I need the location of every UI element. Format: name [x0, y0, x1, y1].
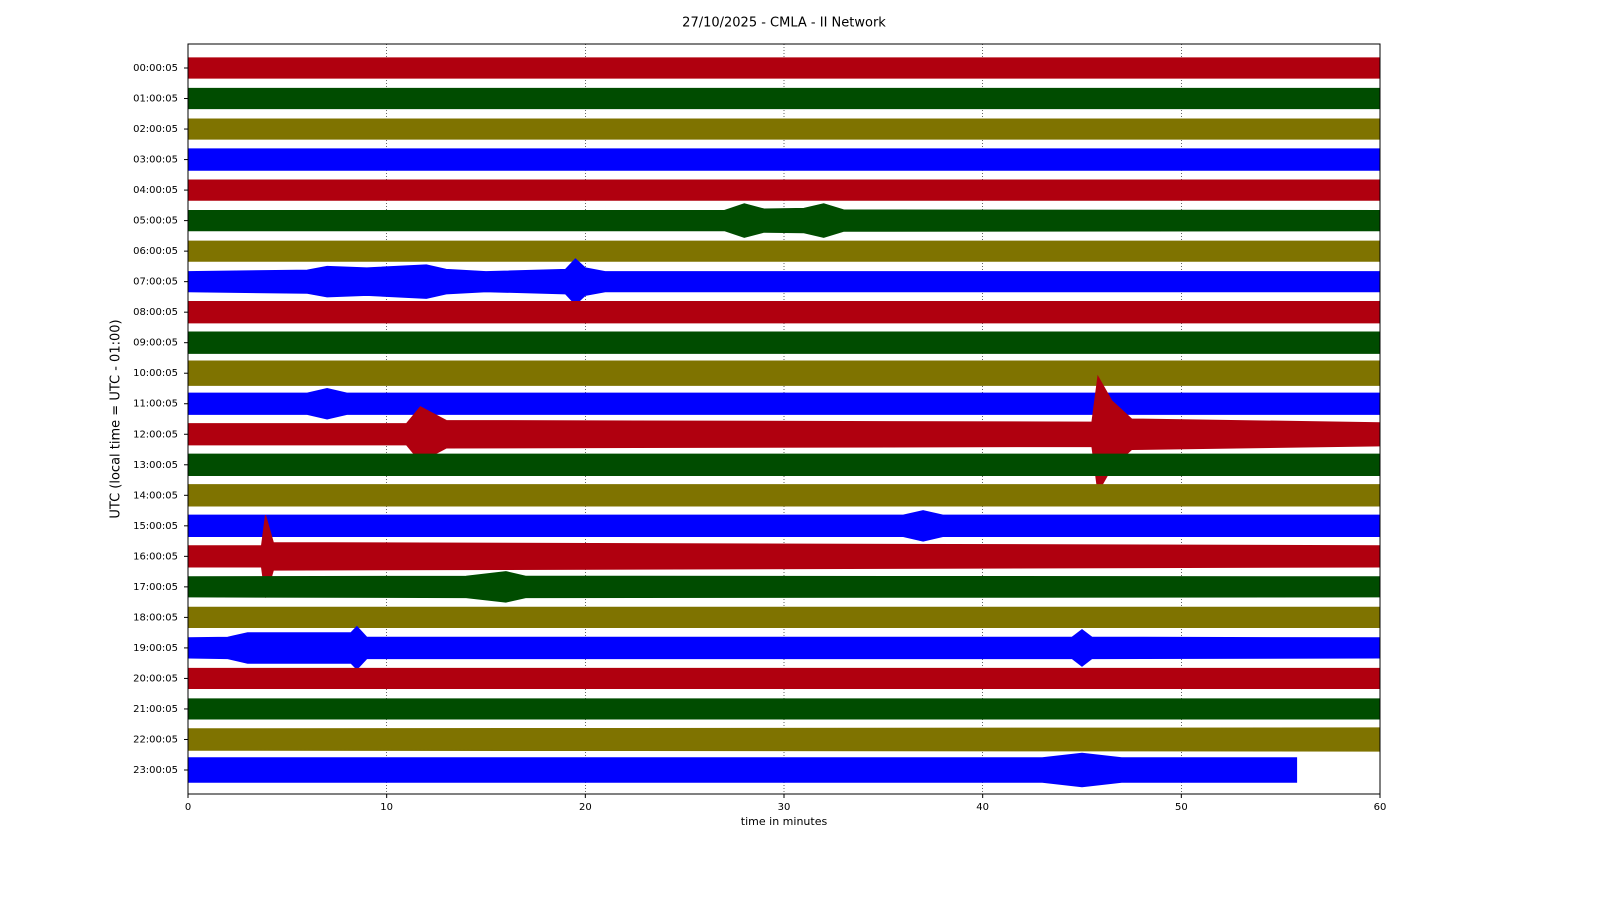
y-tick-label: 05:00:05: [133, 216, 178, 227]
trace: [187, 57, 1381, 79]
trace: [187, 360, 1381, 386]
y-tick-label: 01:00:05: [133, 94, 178, 105]
x-tick-label: 10: [380, 802, 393, 813]
trace: [187, 179, 1381, 201]
trace: [187, 484, 1381, 507]
x-tick-label: 40: [976, 802, 989, 813]
y-tick-label: 06:00:05: [133, 246, 178, 257]
y-tick-label: 00:00:05: [133, 63, 178, 74]
y-tick-label: 10:00:05: [133, 368, 178, 379]
trace: [187, 148, 1381, 171]
y-tick-label: 08:00:05: [133, 307, 178, 318]
x-tick-label: 60: [1374, 802, 1387, 813]
y-tick-label: 12:00:05: [133, 429, 178, 440]
trace: [187, 453, 1381, 476]
y-tick-label: 17:00:05: [133, 582, 178, 593]
trace: [187, 727, 1381, 752]
plot-frame: [187, 43, 1381, 795]
y-tick-label: 07:00:05: [133, 277, 178, 288]
trace: [187, 667, 1381, 689]
y-tick-label: 23:00:05: [133, 765, 178, 776]
trace: [187, 87, 1381, 110]
chart-title: 27/10/2025 - CMLA - II Network: [682, 16, 886, 31]
trace: [187, 331, 1381, 354]
trace: [187, 510, 1381, 542]
y-tick-label: 19:00:05: [133, 643, 178, 654]
trace: [187, 387, 1381, 420]
y-tick-label: 20:00:05: [133, 673, 178, 684]
y-axis-label: UTC (local time = UTC - 01:00): [109, 319, 124, 518]
y-tick-label: 16:00:05: [133, 551, 178, 562]
trace: [187, 752, 1298, 788]
x-tick-label: 0: [185, 802, 191, 813]
y-tick-label: 18:00:05: [133, 612, 178, 623]
y-tick-label: 15:00:05: [133, 521, 178, 532]
y-tick-label: 14:00:05: [133, 490, 178, 501]
y-tick-label: 03:00:05: [133, 155, 178, 166]
x-tick-label: 50: [1175, 802, 1188, 813]
trace: [187, 571, 1381, 603]
trace: [187, 698, 1381, 720]
trace: [187, 118, 1381, 140]
y-tick-label: 13:00:05: [133, 460, 178, 471]
x-tick-label: 30: [778, 802, 791, 813]
y-tick-label: 21:00:05: [133, 704, 178, 715]
x-tick-label: 20: [579, 802, 592, 813]
y-tick-label: 11:00:05: [133, 399, 178, 410]
x-axis-label: time in minutes: [741, 815, 828, 828]
y-tick-label: 04:00:05: [133, 185, 178, 196]
y-tick-label: 02:00:05: [133, 124, 178, 135]
y-tick-label: 22:00:05: [133, 734, 178, 745]
trace: [187, 606, 1381, 628]
trace: [187, 240, 1381, 262]
trace: [187, 301, 1381, 324]
y-tick-label: 09:00:05: [133, 338, 178, 349]
